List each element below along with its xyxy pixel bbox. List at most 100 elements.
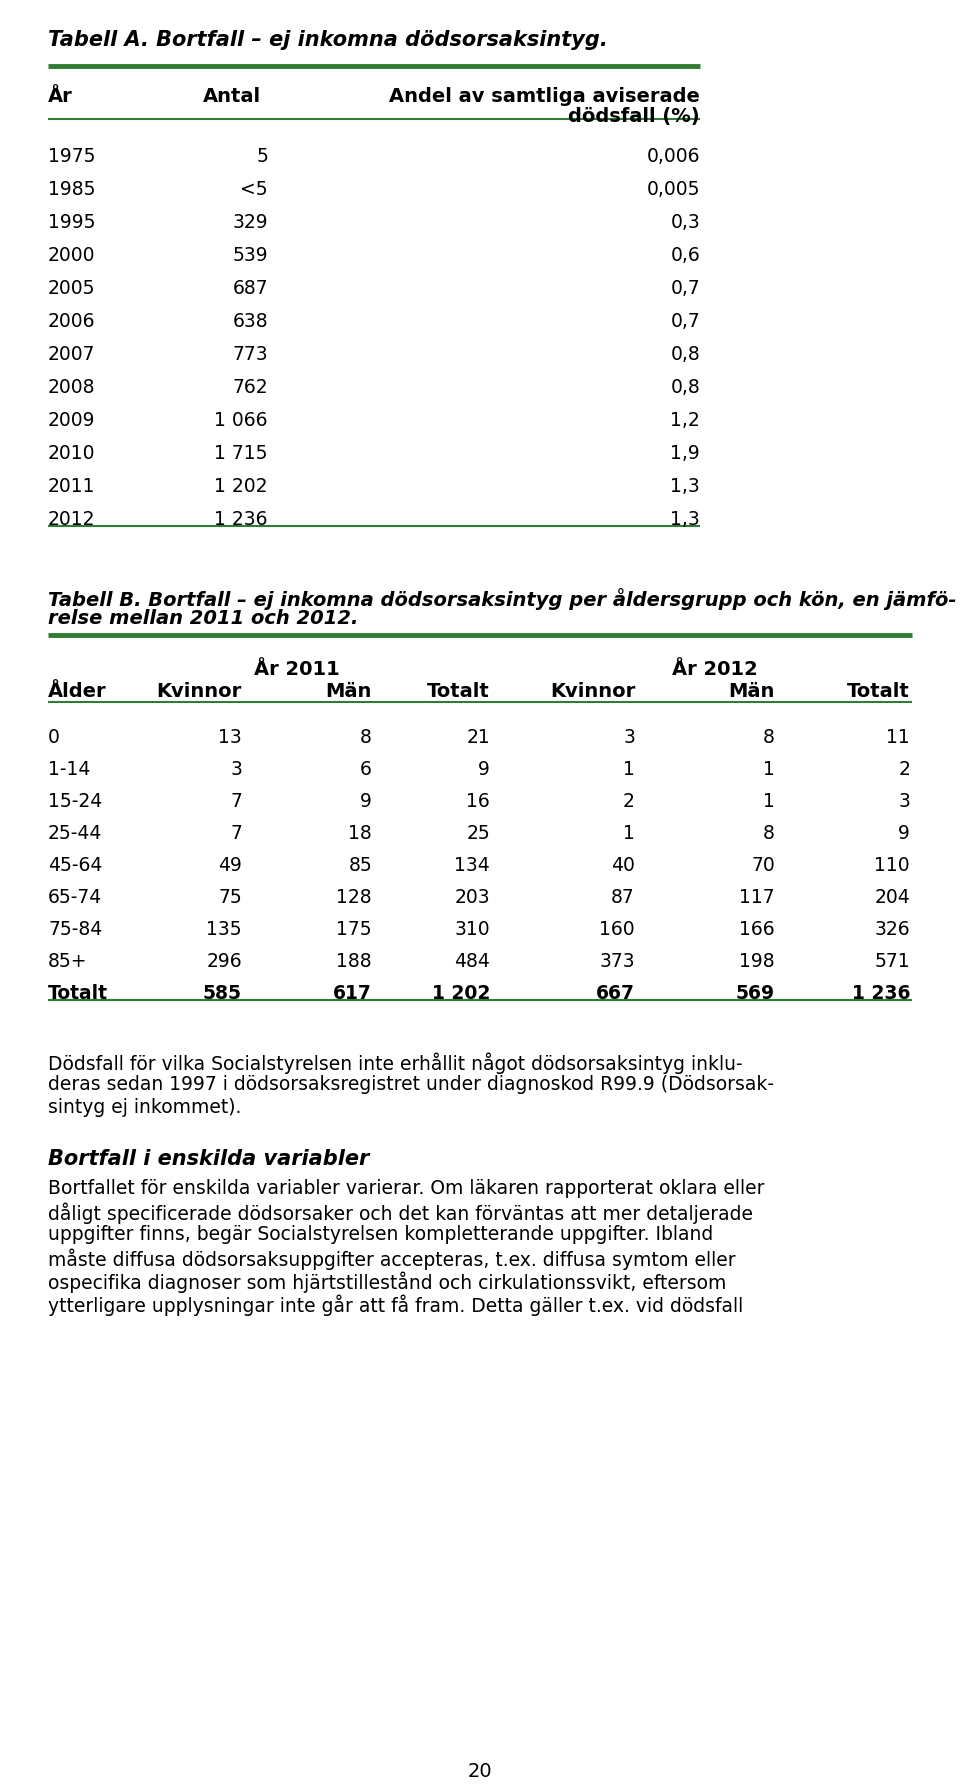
Text: 638: 638 <box>232 312 268 332</box>
Text: 1,3: 1,3 <box>670 477 700 496</box>
Text: 2008: 2008 <box>48 378 95 398</box>
Text: 1 236: 1 236 <box>214 511 268 529</box>
Text: 85+: 85+ <box>48 952 87 971</box>
Text: 0,8: 0,8 <box>670 378 700 398</box>
Text: 135: 135 <box>206 919 242 939</box>
Text: Bortfall i enskilda variabler: Bortfall i enskilda variabler <box>48 1149 370 1168</box>
Text: 3: 3 <box>230 760 242 780</box>
Text: 45-64: 45-64 <box>48 857 103 874</box>
Text: 75: 75 <box>218 889 242 907</box>
Text: 117: 117 <box>739 889 775 907</box>
Text: 0,006: 0,006 <box>646 147 700 167</box>
Text: 329: 329 <box>232 213 268 231</box>
Text: 0,7: 0,7 <box>670 280 700 297</box>
Text: Ålder: Ålder <box>48 683 107 701</box>
Text: 2000: 2000 <box>48 246 95 265</box>
Text: 617: 617 <box>333 984 372 1004</box>
Text: 1 715: 1 715 <box>214 444 268 462</box>
Text: 0,3: 0,3 <box>670 213 700 231</box>
Text: 1 202: 1 202 <box>214 477 268 496</box>
Text: dödsfall (%): dödsfall (%) <box>568 108 700 125</box>
Text: 762: 762 <box>232 378 268 398</box>
Text: 0,7: 0,7 <box>670 312 700 332</box>
Text: 85: 85 <box>348 857 372 874</box>
Text: 9: 9 <box>360 792 372 812</box>
Text: 7: 7 <box>230 824 242 842</box>
Text: 8: 8 <box>763 824 775 842</box>
Text: 1,9: 1,9 <box>670 444 700 462</box>
Text: 0,6: 0,6 <box>670 246 700 265</box>
Text: <5: <5 <box>240 179 268 199</box>
Text: 25-44: 25-44 <box>48 824 103 842</box>
Text: 1975: 1975 <box>48 147 95 167</box>
Text: 773: 773 <box>232 346 268 364</box>
Text: Kvinnor: Kvinnor <box>156 683 242 701</box>
Text: 20: 20 <box>468 1762 492 1781</box>
Text: 166: 166 <box>739 919 775 939</box>
Text: 1995: 1995 <box>48 213 95 231</box>
Text: 110: 110 <box>875 857 910 874</box>
Text: 128: 128 <box>336 889 372 907</box>
Text: 40: 40 <box>612 857 635 874</box>
Text: 7: 7 <box>230 792 242 812</box>
Text: 188: 188 <box>336 952 372 971</box>
Text: 296: 296 <box>206 952 242 971</box>
Text: 15-24: 15-24 <box>48 792 103 812</box>
Text: 198: 198 <box>739 952 775 971</box>
Text: 1,3: 1,3 <box>670 511 700 529</box>
Text: 0: 0 <box>48 728 60 747</box>
Text: Män: Män <box>729 683 775 701</box>
Text: 8: 8 <box>360 728 372 747</box>
Text: 9: 9 <box>899 824 910 842</box>
Text: 2: 2 <box>899 760 910 780</box>
Text: sintyg ej inkommet).: sintyg ej inkommet). <box>48 1098 241 1116</box>
Text: 134: 134 <box>454 857 490 874</box>
Text: 2006: 2006 <box>48 312 95 332</box>
Text: År 2011: År 2011 <box>254 659 340 679</box>
Text: 8: 8 <box>763 728 775 747</box>
Text: 18: 18 <box>348 824 372 842</box>
Text: 0,005: 0,005 <box>646 179 700 199</box>
Text: 1,2: 1,2 <box>670 410 700 430</box>
Text: Totalt: Totalt <box>48 984 108 1004</box>
Text: Tabell B. Bortfall – ej inkomna dödsorsaksintyg per åldersgrupp och kön, en jämf: Tabell B. Bortfall – ej inkomna dödsorsa… <box>48 588 956 609</box>
Text: 6: 6 <box>360 760 372 780</box>
Text: 310: 310 <box>454 919 490 939</box>
Text: 1: 1 <box>763 792 775 812</box>
Text: 326: 326 <box>875 919 910 939</box>
Text: 585: 585 <box>203 984 242 1004</box>
Text: Dödsfall för vilka Socialstyrelsen inte erhållit något dödsorsaksintyg inklu-: Dödsfall för vilka Socialstyrelsen inte … <box>48 1052 743 1073</box>
Text: ytterligare upplysningar inte går att få fram. Detta gäller t.ex. vid dödsfall: ytterligare upplysningar inte går att få… <box>48 1294 743 1315</box>
Text: Män: Män <box>325 683 372 701</box>
Text: 484: 484 <box>454 952 490 971</box>
Text: Totalt: Totalt <box>848 683 910 701</box>
Text: ospecifika diagnoser som hjärtstillestånd och cirkulationssvikt, eftersom: ospecifika diagnoser som hjärtstillestån… <box>48 1271 727 1292</box>
Text: 5: 5 <box>256 147 268 167</box>
Text: 70: 70 <box>752 857 775 874</box>
Text: 175: 175 <box>336 919 372 939</box>
Text: 2011: 2011 <box>48 477 95 496</box>
Text: 2007: 2007 <box>48 346 95 364</box>
Text: År 2012: År 2012 <box>672 659 757 679</box>
Text: 3: 3 <box>623 728 635 747</box>
Text: 1: 1 <box>763 760 775 780</box>
Text: 2009: 2009 <box>48 410 95 430</box>
Text: 3: 3 <box>899 792 910 812</box>
Text: 16: 16 <box>467 792 490 812</box>
Text: 1 066: 1 066 <box>214 410 268 430</box>
Text: 2012: 2012 <box>48 511 95 529</box>
Text: 1: 1 <box>623 760 635 780</box>
Text: 569: 569 <box>736 984 775 1004</box>
Text: 2: 2 <box>623 792 635 812</box>
Text: 204: 204 <box>875 889 910 907</box>
Text: 160: 160 <box>599 919 635 939</box>
Text: 13: 13 <box>218 728 242 747</box>
Text: Tabell A. Bortfall – ej inkomna dödsorsaksintyg.: Tabell A. Bortfall – ej inkomna dödsorsa… <box>48 30 608 50</box>
Text: 65-74: 65-74 <box>48 889 103 907</box>
Text: 203: 203 <box>454 889 490 907</box>
Text: uppgifter finns, begär Socialstyrelsen kompletterande uppgifter. Ibland: uppgifter finns, begär Socialstyrelsen k… <box>48 1226 713 1244</box>
Text: 25: 25 <box>467 824 490 842</box>
Text: År: År <box>48 88 73 106</box>
Text: 687: 687 <box>232 280 268 297</box>
Text: Bortfallet för enskilda variabler varierar. Om läkaren rapporterat oklara eller: Bortfallet för enskilda variabler varier… <box>48 1179 764 1199</box>
